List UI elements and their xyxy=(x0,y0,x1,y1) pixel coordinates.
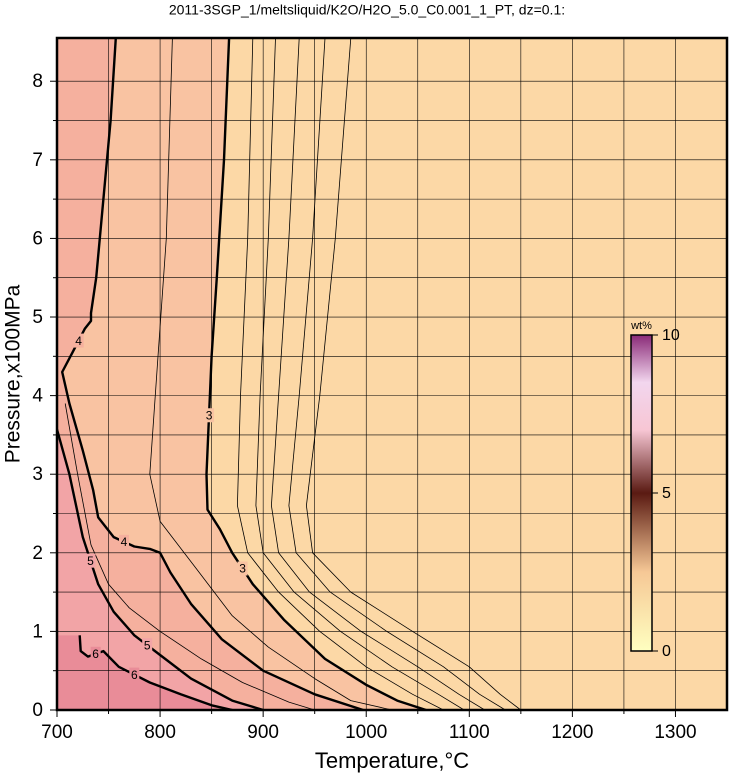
y-tick-label: 5 xyxy=(32,307,43,328)
contour-label: 3 xyxy=(206,408,213,422)
colorbar-tick-label: 5 xyxy=(662,485,671,502)
x-tick-label: 1100 xyxy=(449,722,490,743)
y-tick-label: 2 xyxy=(32,543,43,564)
contour-line xyxy=(271,38,486,710)
y-tick-label: 0 xyxy=(32,700,43,721)
y-tick-label: 1 xyxy=(32,621,43,642)
contour-line xyxy=(306,38,522,710)
y-tick-label: 6 xyxy=(32,228,43,249)
plot-area: 3 3 4 4 5 5 6 6 xyxy=(57,38,727,710)
contour-label-bg xyxy=(119,534,129,549)
contour-line xyxy=(149,38,393,710)
contour-label-bg xyxy=(129,667,140,682)
colorbar xyxy=(630,334,653,652)
contour-line xyxy=(78,635,233,710)
colorbar-tick-label: 0 xyxy=(662,643,671,660)
x-tick-label: 1300 xyxy=(654,722,696,743)
contour-label-bg xyxy=(142,638,153,653)
contour-label-bg xyxy=(237,561,248,576)
x-tick-label: 900 xyxy=(247,722,279,743)
y-tick-label: 4 xyxy=(32,386,43,407)
contour-label: 3 xyxy=(239,562,246,576)
contour-line xyxy=(205,38,427,710)
x-tick-label: 800 xyxy=(144,722,176,743)
colorbar-tick-label: 10 xyxy=(662,327,680,344)
contour-line xyxy=(288,38,506,710)
y-axis-label: Pressure,x100MPa xyxy=(2,284,25,463)
y-tick-label: 7 xyxy=(32,150,43,171)
contour-label: 4 xyxy=(121,535,128,549)
contour-label-bg xyxy=(204,408,215,423)
contour-label-bg xyxy=(85,553,96,568)
x-axis-label: Temperature,°C xyxy=(315,748,469,773)
contour-line xyxy=(64,403,315,710)
contour-label: 6 xyxy=(131,668,138,682)
x-tick-label: 700 xyxy=(41,722,73,743)
contour-line xyxy=(57,429,264,710)
x-tick-label: 1200 xyxy=(551,722,593,743)
contour-fill xyxy=(57,635,233,710)
contour-label: 5 xyxy=(87,554,94,568)
x-tick-label: 1000 xyxy=(345,722,387,743)
y-tick-label: 8 xyxy=(32,71,43,92)
plot-frame xyxy=(55,36,729,712)
contour-fill xyxy=(57,38,427,710)
contour-line xyxy=(61,38,364,710)
contour-label-bg xyxy=(90,646,101,661)
y-tick-label: 3 xyxy=(32,464,43,485)
contour-line xyxy=(237,38,444,710)
colorbar-label: wt% xyxy=(630,320,652,332)
contour-label-bg xyxy=(73,333,84,348)
chart-title: 2011-3SGP_1/meltsliquid/K2O/H2O_5.0_C0.0… xyxy=(169,2,565,18)
contour-label: 6 xyxy=(92,647,99,661)
contour-label: 4 xyxy=(75,334,82,348)
contour-line xyxy=(255,38,465,710)
contour-label: 5 xyxy=(144,638,151,652)
